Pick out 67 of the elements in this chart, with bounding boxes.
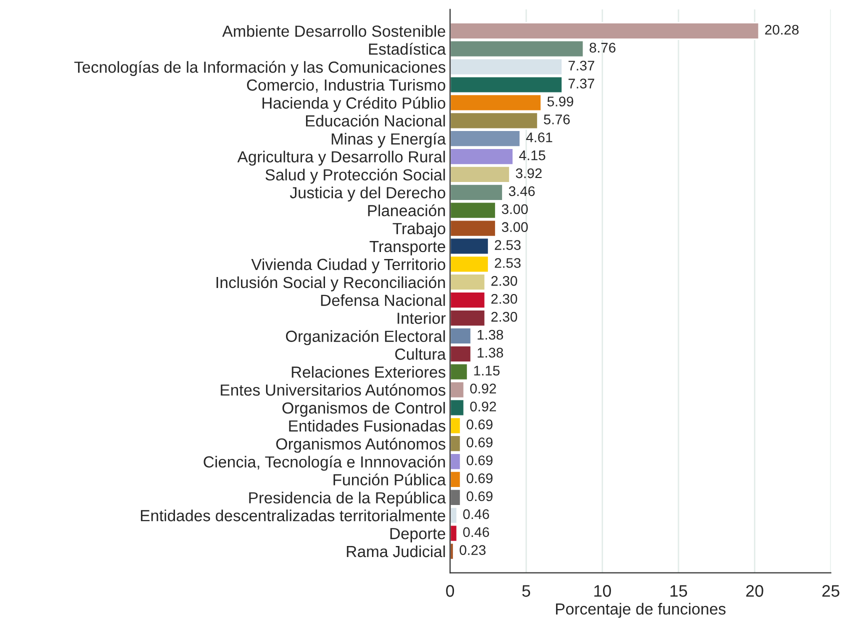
x-tick-label: 10: [594, 585, 611, 597]
data-label: 4.61: [526, 132, 552, 142]
data-label: 0.69: [466, 473, 493, 484]
y-tick-label: Rama Judicial: [346, 545, 445, 558]
y-tick-label: Organización Electoral: [286, 330, 445, 346]
data-label: 0.23: [460, 545, 486, 555]
y-tick-label: Estadística: [369, 42, 446, 55]
y-tick-label: Entidades descentralizadas territorialmente: [140, 510, 446, 522]
data-label: 0.69: [466, 455, 493, 466]
data-label: 2.30: [491, 276, 518, 286]
y-tick-label: Tecnologías de la Información y las Comunicaciones: [74, 60, 446, 76]
data-label: 0.69: [466, 437, 493, 448]
data-label: 7.37: [568, 78, 594, 88]
y-tick-label: Trabajo: [392, 222, 446, 238]
y-tick-label: Interior: [398, 312, 446, 324]
data-label: 0.69: [466, 420, 493, 430]
data-label: 2.30: [491, 294, 518, 304]
y-tick-label: Minas y Energía: [332, 132, 446, 148]
y-tick-label: Función Pública: [334, 474, 446, 486]
data-label: 7.37: [568, 60, 594, 71]
y-tick-label: Comercio, Industria Turismo: [247, 78, 446, 93]
data-label: 5.99: [547, 96, 574, 106]
data-label: 2.53: [494, 240, 521, 250]
y-tick-label: Entes Universitarios Autónomos: [220, 384, 446, 396]
y-tick-label: Planeación: [368, 204, 445, 216]
y-tick-label: Transporte: [370, 241, 446, 256]
data-label: 0.92: [470, 402, 496, 412]
data-label: 3.00: [502, 204, 528, 214]
x-tick-label: 20: [746, 585, 764, 597]
data-label: 2.30: [491, 312, 518, 322]
y-tick-label: Cultura: [395, 348, 446, 360]
x-axis-title: Porcentaje de funciones: [556, 602, 726, 618]
x-tick-label: 5: [522, 585, 530, 597]
data-label: 0.92: [470, 384, 496, 394]
y-tick-label: Organismos Autónomos: [276, 438, 446, 453]
x-tick-label: 0: [446, 585, 454, 597]
data-label: 8.76: [590, 42, 616, 53]
y-tick-label: Salud y Protección Social: [266, 168, 445, 184]
y-tick-label: Educación Nacional: [306, 114, 445, 127]
y-tick-label: Ciencia, Tecnología e Innnovación: [204, 456, 445, 471]
y-tick-label: Hacienda y Crédito Públio: [262, 96, 446, 112]
y-tick-label: Vivienda Ciudad y Territorio: [251, 258, 446, 274]
y-tick-label: Entidades Fusionadas: [289, 420, 446, 432]
data-label: 4.15: [519, 150, 546, 160]
data-label: 20.28: [765, 24, 799, 35]
data-label: 3.92: [516, 168, 542, 178]
x-tick-label: 15: [670, 585, 688, 597]
y-tick-label: Presidencia de la República: [249, 492, 446, 507]
data-label: 1.38: [478, 330, 504, 340]
y-tick-label: Justicia y del Derecho: [290, 186, 446, 202]
data-label: 2.53: [494, 258, 521, 268]
data-label: 3.46: [508, 186, 535, 196]
y-tick-label: Agricultura y Desarrollo Rural: [237, 150, 445, 166]
y-tick-label: Inclusión Social y Reconciliación: [216, 276, 445, 292]
data-label: 3.00: [502, 222, 528, 232]
y-tick-label: Deporte: [390, 528, 446, 542]
data-label: 1.38: [478, 348, 504, 358]
data-label: 0.46: [463, 527, 490, 538]
data-label: 0.69: [466, 491, 493, 502]
data-label: 5.76: [544, 114, 570, 124]
y-tick-label: Ambiente Desarrollo Sostenible: [222, 25, 446, 37]
data-label: 0.46: [463, 509, 490, 520]
y-tick-label: Organismos de Control: [282, 402, 445, 417]
y-tick-label: Defensa Nacional: [321, 294, 445, 306]
y-tick-label: Relaciones Exteriores: [292, 366, 446, 378]
data-label: 1.15: [474, 366, 500, 376]
x-tick-label: 25: [822, 585, 840, 597]
